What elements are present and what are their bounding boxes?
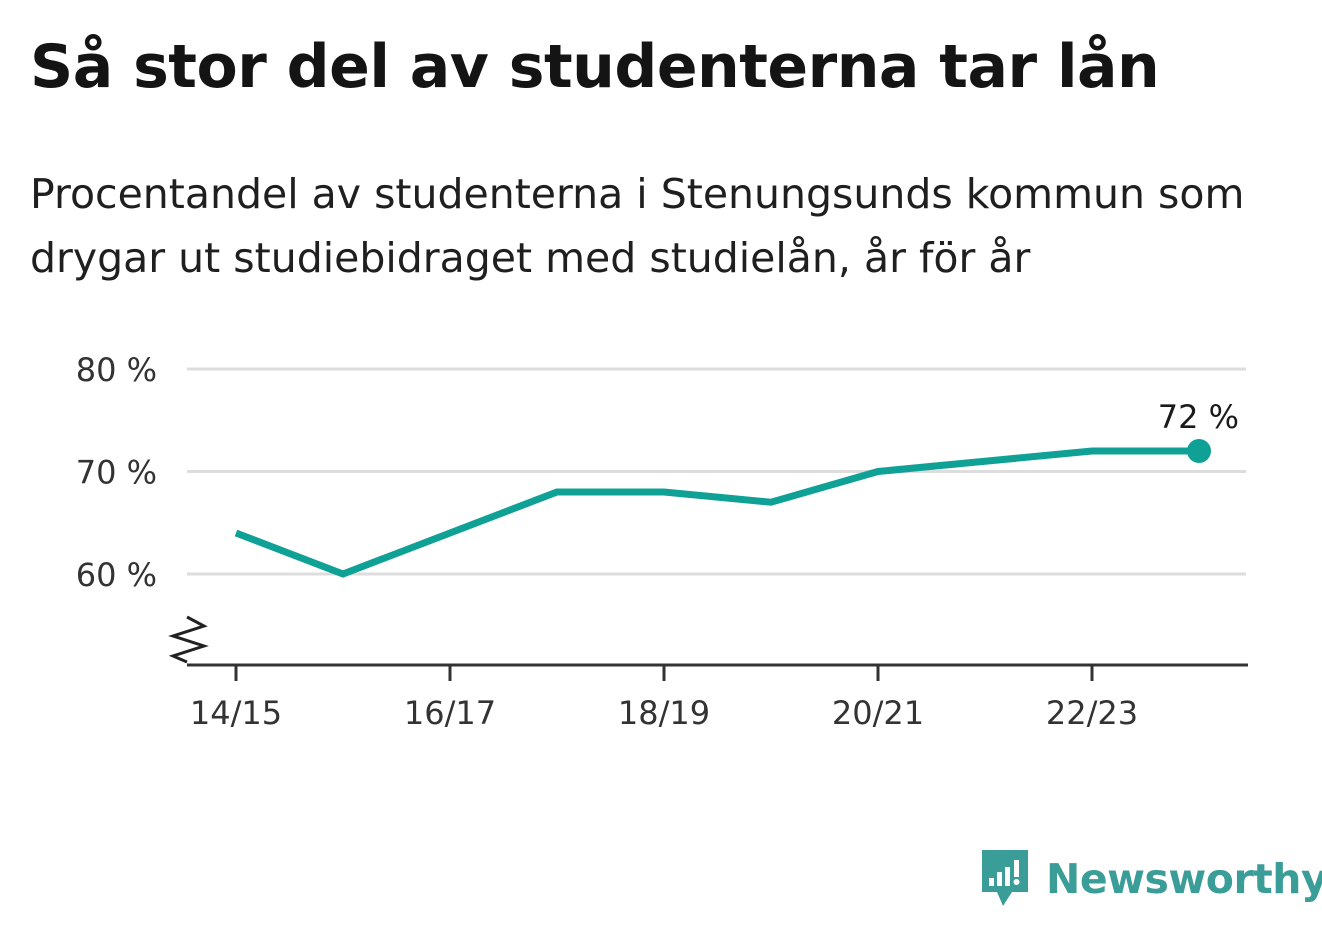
x-tick-label: 20/21 — [832, 694, 924, 732]
brand-logo: Newsworthy — [980, 848, 1322, 910]
end-value-label: 72 % — [1158, 398, 1239, 436]
x-tick-label: 22/23 — [1046, 694, 1138, 732]
axis-break-icon — [168, 615, 209, 664]
end-point-marker — [1187, 439, 1211, 463]
y-tick-labels: 60 % 70 % 80 % — [76, 351, 157, 594]
x-tick-label: 14/15 — [190, 694, 282, 732]
x-tick-label: 16/17 — [404, 694, 496, 732]
series-line — [234, 447, 1199, 578]
series-layer: 72 % — [234, 398, 1239, 578]
x-axis — [168, 615, 1248, 681]
newsworthy-logo-icon — [982, 850, 1028, 906]
y-tick-label: 70 % — [76, 454, 157, 492]
chart-subtitle: Procentandel av studenterna i Stenungsun… — [30, 170, 1245, 282]
grid-lines — [187, 367, 1246, 576]
y-tick-label: 80 % — [76, 351, 157, 389]
chart-title: Så stor del av studenterna tar lån — [30, 32, 1160, 102]
x-tick-labels: 14/15 16/17 18/19 20/21 22/23 — [190, 694, 1138, 732]
x-tick-label: 18/19 — [618, 694, 710, 732]
y-tick-label: 60 % — [76, 556, 157, 594]
brand-name: Newsworthy — [1046, 855, 1322, 903]
